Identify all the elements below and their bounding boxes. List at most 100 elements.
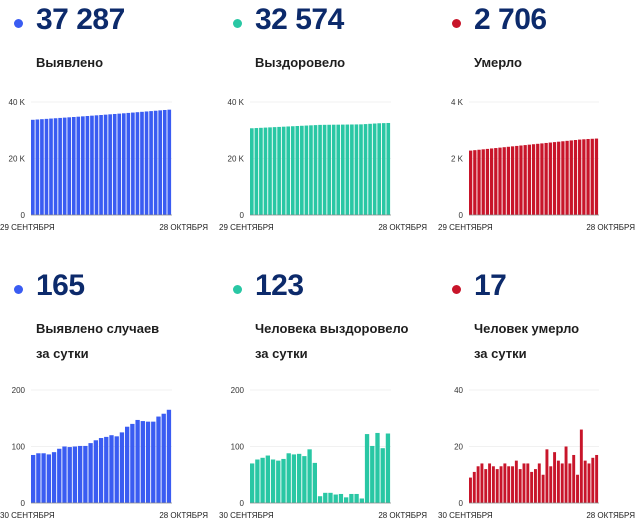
bar	[582, 139, 586, 215]
bar	[336, 124, 341, 215]
panel-detected: 37 287 Выявлено 0 20 K 40 K 29 СЕНТЯБРЯ 28 О…	[0, 0, 213, 265]
bar	[254, 128, 259, 215]
bar	[359, 498, 364, 503]
daily-detected-value: 165	[36, 269, 85, 302]
bar	[594, 138, 599, 215]
bar	[564, 446, 568, 503]
bar	[90, 115, 94, 215]
bar	[322, 124, 327, 215]
bar	[130, 423, 135, 503]
bar	[313, 125, 318, 215]
bar	[161, 413, 166, 503]
bar	[331, 124, 336, 215]
bar	[565, 140, 569, 215]
y-tick-label: 0	[240, 211, 245, 220]
panel-died: 2 706 Умерло 0 2 K 4 K 29 СЕНТЯБРЯ 28 ОКТЯБР…	[438, 0, 640, 265]
bar	[260, 457, 265, 503]
bar	[518, 469, 522, 503]
bar	[587, 463, 591, 503]
x-end-label: 28 ОКТЯБРЯ	[586, 223, 635, 232]
bar	[255, 459, 260, 503]
bar	[514, 460, 518, 504]
x-start-label: 30 СЕНТЯБРЯ	[0, 511, 55, 520]
bar	[537, 463, 541, 503]
bar	[272, 127, 277, 215]
bar	[350, 124, 354, 215]
bar	[276, 460, 281, 504]
bar	[117, 113, 122, 215]
bar	[590, 138, 594, 215]
x-end-label: 28 ОКТЯБРЯ	[378, 223, 427, 232]
bar	[99, 115, 103, 215]
bar	[476, 466, 480, 503]
bar	[109, 435, 114, 503]
bar	[281, 458, 286, 503]
bar	[576, 474, 579, 503]
bar	[290, 126, 295, 215]
caption-line: за сутки	[36, 346, 89, 361]
bar	[560, 463, 564, 503]
bar	[511, 466, 514, 503]
bar	[135, 112, 140, 215]
y-tick-label: 20 K	[228, 155, 245, 164]
bar	[530, 471, 534, 503]
bar	[573, 140, 578, 215]
bar	[519, 145, 523, 215]
bar	[259, 127, 263, 215]
bar	[309, 125, 313, 215]
bar	[104, 436, 109, 503]
bar	[40, 119, 44, 215]
total-recovered-value: 32 574	[255, 3, 344, 36]
bar	[527, 144, 531, 215]
bar	[270, 459, 276, 503]
bar	[149, 111, 153, 215]
bar	[135, 419, 140, 503]
bar	[62, 117, 67, 215]
bar	[541, 474, 545, 503]
bar	[553, 452, 557, 503]
bar	[263, 127, 268, 215]
bar	[153, 110, 158, 215]
y-tick-label: 100	[231, 443, 245, 452]
bar	[345, 124, 350, 215]
bar	[83, 445, 88, 503]
bar	[31, 454, 36, 503]
bar	[354, 124, 359, 215]
bar	[300, 125, 304, 215]
x-start-label: 30 СЕНТЯБРЯ	[219, 511, 274, 520]
green-dot-icon	[233, 19, 242, 28]
y-tick-label: 0	[459, 211, 464, 220]
bar	[488, 463, 492, 503]
bar	[499, 466, 503, 503]
total-died-value: 2 706	[474, 3, 547, 36]
bar	[333, 494, 338, 503]
bar	[41, 453, 46, 503]
y-tick-label: 100	[12, 443, 26, 452]
bar	[93, 440, 98, 503]
chart-detected: 0 20 K 40 K 29 СЕНТЯБРЯ 28 ОКТЯБРЯ	[0, 98, 208, 232]
caption-line: Выздоровело	[255, 55, 346, 70]
bar	[469, 477, 472, 503]
bar	[540, 143, 544, 215]
bar	[304, 125, 309, 215]
bar	[473, 150, 477, 215]
bar	[344, 497, 349, 503]
bar	[58, 117, 62, 215]
bar	[338, 493, 344, 503]
bar	[523, 145, 527, 215]
blue-dot-icon	[14, 19, 23, 28]
bar	[49, 118, 53, 215]
x-start-label: 30 СЕНТЯБРЯ	[438, 511, 493, 520]
bar	[359, 124, 363, 215]
daily-died-caption: Человек умерло за сутки	[474, 316, 579, 366]
total-detected-value: 37 287	[36, 3, 125, 36]
bar	[579, 429, 583, 503]
bar	[318, 124, 322, 215]
caption-line: Выявлено случаев	[36, 321, 160, 336]
caption-line: Умерло	[474, 55, 522, 70]
bar	[502, 147, 506, 215]
bar	[156, 416, 161, 503]
x-end-label: 28 ОКТЯБРЯ	[159, 223, 208, 232]
x-end-label: 28 ОКТЯБРЯ	[586, 511, 635, 520]
caption-line: Человек умерло	[474, 321, 580, 336]
